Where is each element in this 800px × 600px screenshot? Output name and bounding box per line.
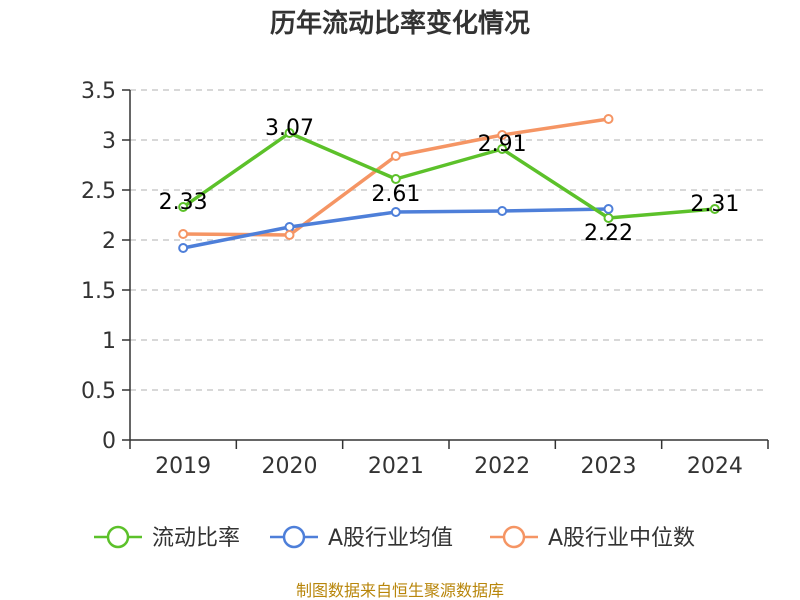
data-point[interactable] [284, 128, 295, 138]
x-tick-label: 2024 [687, 454, 743, 479]
source-note: 制图数据来自恒生聚源数据库 [296, 581, 504, 600]
data-labels: 2.33 3.07 2.61 2.91 2.22 2.31 [159, 116, 740, 246]
data-point[interactable] [497, 144, 508, 154]
data-point[interactable] [178, 243, 189, 253]
data-label: 2.22 [584, 221, 633, 246]
data-point[interactable] [390, 151, 401, 161]
y-axis-ticks: 0 0.5 1 1.5 2 2.5 3 3.5 [81, 79, 130, 454]
legend-marker [502, 525, 526, 549]
data-point[interactable] [178, 229, 189, 239]
x-tick-label: 2023 [581, 454, 637, 479]
axes [129, 90, 768, 441]
data-label: 2.61 [371, 182, 420, 207]
x-axis-ticks: 2019 2020 2021 2022 2023 2024 [129, 440, 769, 479]
data-point[interactable] [284, 222, 295, 232]
y-tick-label: 3 [102, 129, 116, 154]
series-line [182, 131, 715, 220]
x-tick-label: 2020 [262, 454, 318, 479]
data-point[interactable] [390, 174, 401, 184]
y-tick-label: 2.5 [81, 179, 116, 204]
y-tick-label: 0.5 [81, 379, 116, 404]
legend-marker [106, 525, 130, 549]
legend-item[interactable]: 流动比率 [94, 525, 240, 551]
x-tick-label: 2022 [474, 454, 530, 479]
legend-marker [282, 525, 306, 549]
data-label: 3.07 [265, 116, 314, 141]
data-point[interactable] [603, 204, 614, 214]
data-point[interactable] [709, 204, 720, 214]
series-lines [178, 114, 720, 253]
data-point[interactable] [497, 206, 508, 216]
chart-title: 历年流动比率变化情况 [270, 8, 530, 39]
y-tick-label: 2 [102, 229, 116, 254]
data-label: 2.33 [159, 190, 208, 215]
data-label: 2.31 [690, 192, 739, 217]
data-point[interactable] [603, 114, 614, 124]
data-point[interactable] [178, 202, 189, 212]
y-tick-label: 0 [102, 429, 116, 454]
data-point[interactable] [284, 230, 295, 240]
x-tick-label: 2019 [155, 454, 211, 479]
data-point[interactable] [390, 207, 401, 217]
legend-label: A股行业中位数 [548, 526, 695, 551]
legend-label: 流动比率 [152, 526, 240, 551]
legend[interactable]: 流动比率 A股行业均值 A股行业中位数 [94, 525, 695, 551]
y-tick-label: 3.5 [81, 79, 116, 104]
y-tick-label: 1.5 [81, 279, 116, 304]
x-tick-label: 2021 [368, 454, 424, 479]
y-tick-label: 1 [102, 329, 116, 354]
legend-item[interactable]: A股行业均值 [270, 525, 453, 551]
data-point[interactable] [497, 130, 508, 140]
data-label: 2.91 [478, 132, 527, 157]
grid-lines [130, 89, 768, 391]
legend-item[interactable]: A股行业中位数 [490, 525, 695, 551]
legend-label: A股行业均值 [328, 526, 453, 551]
